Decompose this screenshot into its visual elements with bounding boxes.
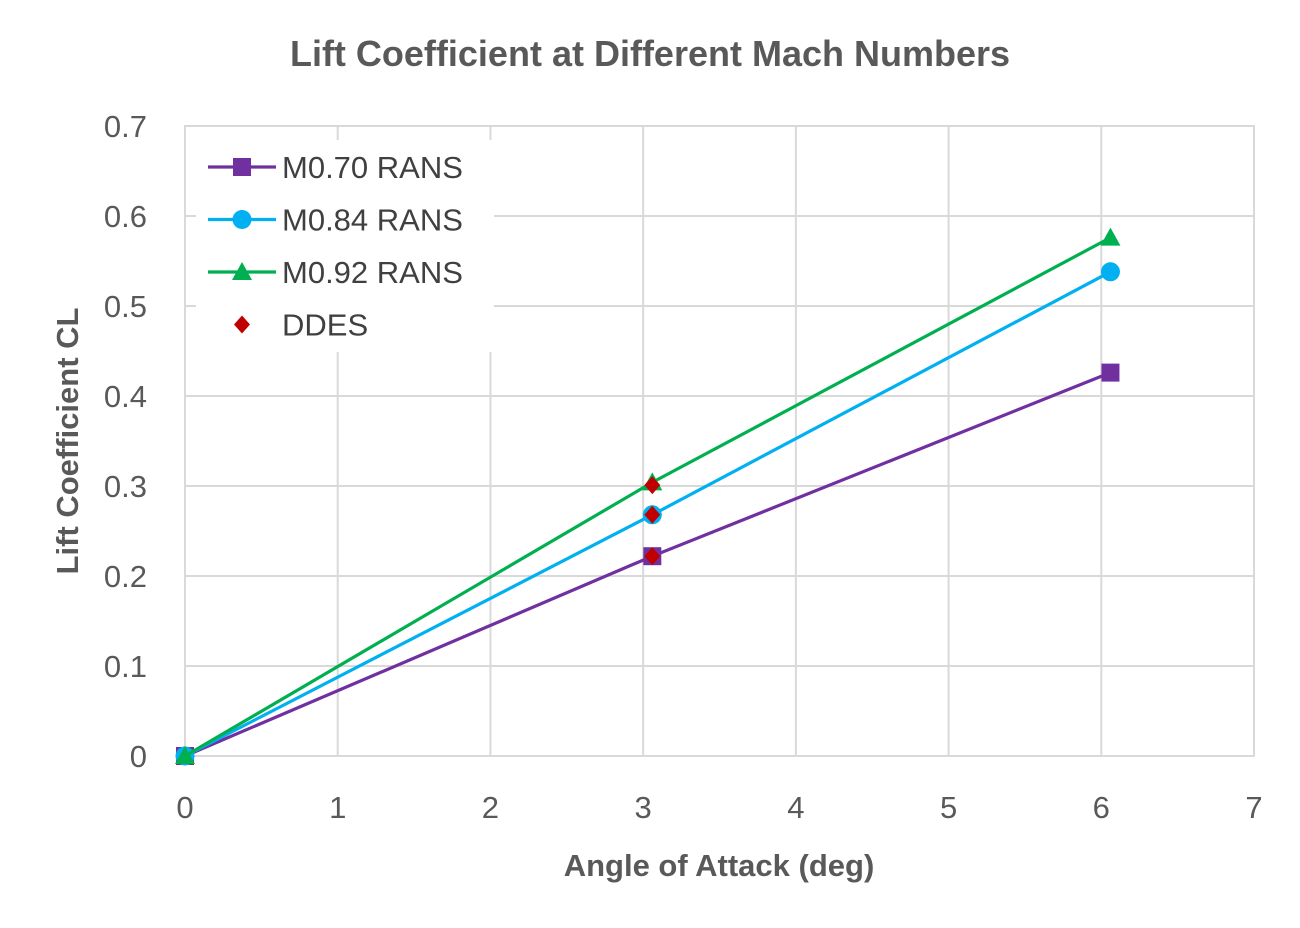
data-point xyxy=(644,505,661,524)
legend-entry: M0.70 RANS xyxy=(208,150,463,185)
legend-entry: DDES xyxy=(234,308,368,343)
legend-marker xyxy=(234,315,250,334)
legend-entry: M0.92 RANS xyxy=(208,255,463,290)
y-tick-label: 0.7 xyxy=(104,109,147,144)
y-tick-label: 0.2 xyxy=(104,559,147,594)
tick-labels: 0 0.1 0.2 0.3 0.4 0.5 0.6 0.7 0 1 2 3 4 5 6 7 xyxy=(104,109,1263,825)
data-point xyxy=(175,746,195,764)
legend-marker xyxy=(232,210,252,229)
legend: M0.70 RANS M0.84 RANS M0.92 RANS DDES xyxy=(196,140,494,352)
y-tick-label: 0.1 xyxy=(104,649,147,684)
data-point xyxy=(1100,262,1120,282)
data-point xyxy=(644,547,661,566)
x-tick-label: 1 xyxy=(329,790,346,825)
data-point xyxy=(644,476,661,495)
series-ddes xyxy=(644,476,661,566)
x-axis-title: Angle of Attack (deg) xyxy=(564,848,875,883)
legend-entry: M0.84 RANS xyxy=(208,203,463,238)
series-m0-70-rans xyxy=(176,363,1120,765)
legend-label: M0.92 RANS xyxy=(282,255,463,290)
x-tick-label: 6 xyxy=(1093,790,1110,825)
legend-marker xyxy=(232,262,252,280)
y-tick-label: 0 xyxy=(130,739,147,774)
y-tick-label: 0.5 xyxy=(104,289,147,324)
y-tick-label: 0.4 xyxy=(104,379,147,414)
y-tick-label: 0.6 xyxy=(104,199,147,234)
legend-label: DDES xyxy=(282,308,368,343)
legend-marker xyxy=(233,158,251,176)
x-tick-label: 4 xyxy=(787,790,804,825)
y-tick-label: 0.3 xyxy=(104,469,147,504)
x-tick-label: 0 xyxy=(176,790,193,825)
x-tick-label: 3 xyxy=(635,790,652,825)
y-axis-title: Lift Coefficient CL xyxy=(50,308,85,575)
chart-title: Lift Coefficient at Different Mach Numbe… xyxy=(290,33,1010,74)
series-layer xyxy=(175,227,1121,766)
plot-area xyxy=(184,125,1255,757)
x-tick-label: 7 xyxy=(1245,790,1262,825)
data-point xyxy=(1101,363,1120,382)
legend-label: M0.70 RANS xyxy=(282,150,463,185)
x-tick-label: 5 xyxy=(940,790,957,825)
x-tick-label: 2 xyxy=(482,790,499,825)
data-point xyxy=(1100,227,1121,246)
legend-label: M0.84 RANS xyxy=(282,203,463,238)
